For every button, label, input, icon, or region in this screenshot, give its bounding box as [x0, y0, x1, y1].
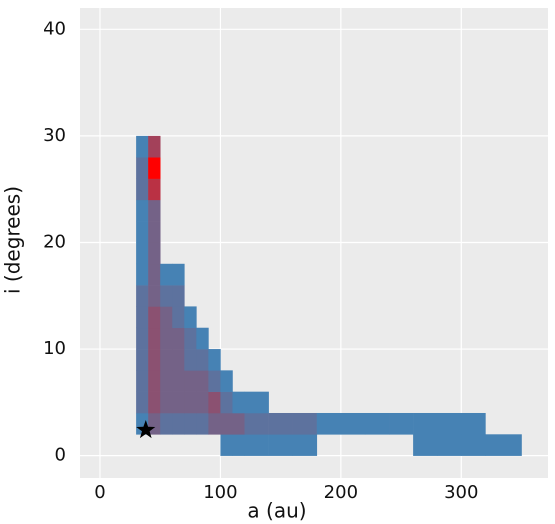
- hist-cell: [148, 306, 161, 329]
- hist-cell: [184, 391, 197, 414]
- hist-cell: [172, 327, 185, 350]
- hist-cell: [184, 306, 197, 329]
- hist-cell: [208, 391, 221, 414]
- hist-cell: [172, 285, 185, 307]
- hist-cell: [136, 157, 149, 179]
- hist-cell: [232, 412, 245, 435]
- hist-cell: [160, 370, 173, 392]
- hist-cell: [196, 327, 209, 350]
- hist-cell: [208, 349, 221, 371]
- hist-cell: [232, 434, 245, 456]
- hist-cell: [437, 434, 462, 456]
- hist-cell: [172, 412, 185, 435]
- hist-cell: [316, 412, 342, 435]
- hist-cell: [196, 370, 209, 392]
- hist-cell: [160, 285, 173, 307]
- hist-cell: [172, 370, 185, 392]
- hist-cell: [461, 412, 486, 435]
- hist-cell: [160, 306, 173, 329]
- hist-cell: [148, 370, 161, 392]
- hist-cell: [148, 221, 161, 243]
- hist-cell: [148, 391, 161, 414]
- hist-cell: [148, 199, 161, 222]
- hist-cell: [184, 412, 197, 435]
- hist-cell: [389, 412, 414, 435]
- x-axis-label: a (au): [247, 499, 306, 523]
- hist-cell: [437, 412, 462, 435]
- hist-cell: [172, 306, 185, 329]
- hist-cell: [148, 263, 161, 286]
- hist-cell: [148, 178, 161, 201]
- hist-cell: [461, 434, 486, 456]
- x-tick-label: 300: [444, 482, 478, 503]
- hist-cell: [220, 434, 233, 456]
- hist-cell: [160, 349, 173, 371]
- hist-cell: [148, 349, 161, 371]
- hist-cell: [148, 242, 161, 265]
- x-tick-label: 200: [324, 482, 358, 503]
- hist-cell: [136, 370, 149, 392]
- hist-cell: [172, 263, 185, 286]
- hist-cell: [136, 178, 149, 201]
- hist-cell: [268, 412, 293, 435]
- star-marker: [136, 420, 156, 439]
- hist-cell: [196, 349, 209, 371]
- x-tick-label: 0: [94, 482, 105, 503]
- hist-cell: [184, 327, 197, 350]
- hist-cell: [136, 221, 149, 243]
- y-tick-label: 30: [43, 125, 66, 146]
- hist-cell: [196, 391, 209, 414]
- hist-cell: [136, 135, 149, 158]
- y-tick-label: 0: [55, 445, 66, 466]
- hist-cell: [160, 412, 173, 435]
- hist-cell: [340, 412, 366, 435]
- hist-cell: [244, 412, 269, 435]
- hist-cell: [208, 412, 221, 435]
- hist-cell: [413, 412, 438, 435]
- hist-cell: [136, 285, 149, 307]
- hist-cell: [485, 434, 522, 456]
- hist-cell: [232, 391, 245, 414]
- hist-cell: [292, 412, 318, 435]
- y-tick-label: 10: [43, 338, 66, 359]
- hist-cell: [160, 391, 173, 414]
- hist-cell: [136, 349, 149, 371]
- hist-cell: [196, 412, 209, 435]
- hist-cell: [136, 391, 149, 414]
- hist-cell: [413, 434, 438, 456]
- hist-cell: [292, 434, 318, 456]
- hist-cell: [160, 327, 173, 350]
- hist-cell: [220, 370, 233, 392]
- hist-cell: [208, 370, 221, 392]
- hist-cell: [136, 199, 149, 222]
- hist-cell: [148, 285, 161, 307]
- hist-cell: [268, 434, 293, 456]
- hist-cell: [148, 135, 161, 158]
- hist-cell: [184, 349, 197, 371]
- hist-cell: [244, 434, 269, 456]
- hist-cell: [172, 391, 185, 414]
- hist-cell: [148, 327, 161, 350]
- hist-cell: [364, 412, 390, 435]
- hist-cell: [136, 242, 149, 265]
- hist-cell: [220, 391, 233, 414]
- hist-cell: [244, 391, 269, 414]
- hist-cell: [220, 412, 233, 435]
- hist-cell: [148, 412, 161, 435]
- hist-cell: [136, 306, 149, 329]
- hist-cell: [160, 263, 173, 286]
- y-axis-label: i (degrees): [1, 186, 25, 294]
- y-tick-label: 40: [43, 18, 66, 39]
- x-tick-label: 100: [203, 482, 237, 503]
- hist-cell: [136, 263, 149, 286]
- hist-cell: [172, 349, 185, 371]
- hist-cell: [148, 157, 161, 179]
- hist-cell: [136, 327, 149, 350]
- hist-cell: [184, 370, 197, 392]
- y-tick-label: 20: [43, 231, 66, 252]
